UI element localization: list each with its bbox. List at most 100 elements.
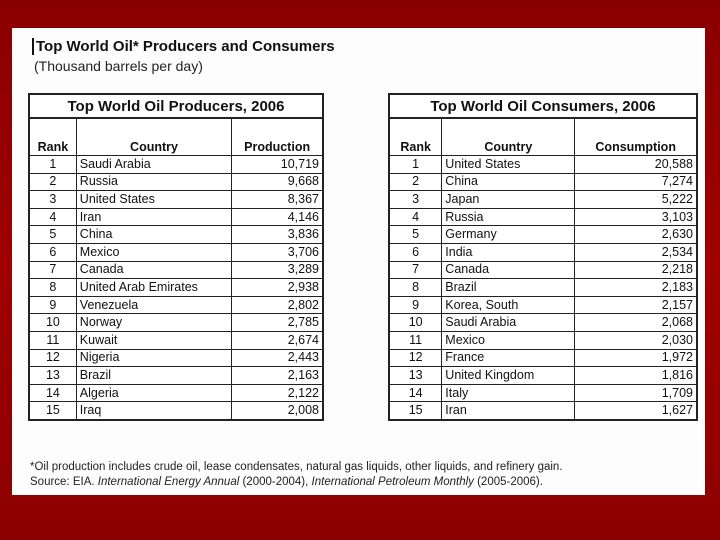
- rank-cell: 5: [388, 225, 443, 244]
- value-cell: 10,719: [231, 155, 324, 174]
- country-cell: Canada: [75, 260, 233, 280]
- value-cell: 2,443: [231, 348, 324, 368]
- country-cell: Germany: [441, 225, 576, 244]
- title: Top World Oil* Producers and Consumers: [32, 38, 335, 55]
- table-row: 7 Canada 2,218: [388, 260, 698, 280]
- value-cell: 3,289: [231, 260, 324, 280]
- country-cell: United States: [441, 155, 576, 174]
- value-cell: 9,668: [231, 172, 324, 192]
- rank-cell: 14: [28, 383, 77, 403]
- country-cell: Russia: [441, 207, 576, 227]
- country-cell: Brazil: [441, 278, 576, 297]
- table-row: 4 Russia 3,103: [388, 207, 698, 227]
- rank-cell: 11: [28, 330, 77, 350]
- value-cell: 2,785: [231, 313, 324, 332]
- rank-cell: 13: [28, 366, 77, 385]
- title-row: Top World Oil Producers, 2006: [28, 93, 324, 119]
- country-cell: China: [441, 172, 576, 192]
- table-row: 9 Venezuela 2,802: [28, 295, 324, 315]
- table-row: 7 Canada 3,289: [28, 260, 324, 280]
- rank-cell: 4: [28, 207, 77, 227]
- footnote: *Oil production includes crude oil, leas…: [30, 460, 563, 490]
- country-cell: Saudi Arabia: [441, 313, 576, 332]
- country-cell: Iraq: [75, 401, 233, 421]
- consumers-table: Top World Oil Consumers, 2006 Rank Country…: [388, 93, 698, 421]
- source-part: (2000-2004),: [239, 476, 312, 488]
- rank-cell: 7: [388, 260, 443, 280]
- rank-cell: 5: [28, 225, 77, 244]
- value-cell: 2,157: [574, 295, 698, 315]
- country-cell: Algeria: [75, 383, 233, 403]
- rank-cell: 4: [388, 207, 443, 227]
- value-cell: 2,122: [231, 383, 324, 403]
- rank-cell: 6: [28, 242, 77, 262]
- table-row: 8 United Arab Emirates 2,938: [28, 278, 324, 297]
- column-header: Country: [441, 117, 576, 156]
- source-part: International Petroleum Monthly: [311, 476, 474, 488]
- value-cell: 1,709: [574, 383, 698, 403]
- table-row: 2 Russia 9,668: [28, 172, 324, 192]
- source-part: (2005-2006).: [473, 476, 543, 488]
- value-cell: 2,183: [574, 278, 698, 297]
- value-cell: 3,103: [574, 207, 698, 227]
- table-title: Top World Oil Producers, 2006: [28, 93, 324, 119]
- column-header: Rank: [388, 117, 443, 156]
- table-row: 10 Norway 2,785: [28, 313, 324, 332]
- value-cell: 8,367: [231, 190, 324, 209]
- country-cell: Venezuela: [75, 295, 233, 315]
- table-row: 14 Algeria 2,122: [28, 383, 324, 403]
- table-row: 10 Saudi Arabia 2,068: [388, 313, 698, 332]
- rank-cell: 12: [388, 348, 443, 368]
- value-cell: 2,802: [231, 295, 324, 315]
- producers-table: Top World Oil Producers, 2006 Rank Country…: [28, 93, 324, 421]
- rank-cell: 8: [388, 278, 443, 297]
- value-cell: 20,588: [574, 155, 698, 174]
- country-cell: Iran: [75, 207, 233, 227]
- country-cell: Mexico: [441, 330, 576, 350]
- country-cell: India: [441, 242, 576, 262]
- value-cell: 2,008: [231, 401, 324, 421]
- country-cell: Kuwait: [75, 330, 233, 350]
- country-cell: Canada: [441, 260, 576, 280]
- rank-cell: 10: [28, 313, 77, 332]
- value-cell: 1,972: [574, 348, 698, 368]
- table-row: 1 Saudi Arabia 10,719: [28, 155, 324, 174]
- table-row: 13 United Kingdom 1,816: [388, 366, 698, 385]
- table-row: 13 Brazil 2,163: [28, 366, 324, 385]
- footnote-note: *Oil production includes crude oil, leas…: [30, 461, 563, 473]
- table-row: 3 United States 8,367: [28, 190, 324, 209]
- table-row: 15 Iran 1,627: [388, 401, 698, 421]
- table-row: 14 Italy 1,709: [388, 383, 698, 403]
- table-row: 11 Mexico 2,030: [388, 330, 698, 350]
- country-cell: United States: [75, 190, 233, 209]
- rank-cell: 3: [28, 190, 77, 209]
- rank-cell: 6: [388, 242, 443, 262]
- table-row: 5 China 3,836: [28, 225, 324, 244]
- table-row: 3 Japan 5,222: [388, 190, 698, 209]
- country-cell: Iran: [441, 401, 576, 421]
- table-row: 12 Nigeria 2,443: [28, 348, 324, 368]
- table-row: 9 Korea, South 2,157: [388, 295, 698, 315]
- value-cell: 7,274: [574, 172, 698, 192]
- table-row: 15 Iraq 2,008: [28, 401, 324, 421]
- country-cell: Nigeria: [75, 348, 233, 368]
- country-cell: France: [441, 348, 576, 368]
- country-cell: Saudi Arabia: [75, 155, 233, 174]
- table-row: 5 Germany 2,630: [388, 225, 698, 244]
- country-cell: Brazil: [75, 366, 233, 385]
- table-row: 2 China 7,274: [388, 172, 698, 192]
- country-cell: United Arab Emirates: [75, 278, 233, 297]
- rank-cell: 8: [28, 278, 77, 297]
- rank-cell: 10: [388, 313, 443, 332]
- table-row: 6 India 2,534: [388, 242, 698, 262]
- country-cell: Norway: [75, 313, 233, 332]
- value-cell: 2,030: [574, 330, 698, 350]
- column-header: Rank: [28, 117, 77, 156]
- rank-cell: 1: [28, 155, 77, 174]
- title-row: Top World Oil Consumers, 2006: [388, 93, 698, 119]
- country-cell: Japan: [441, 190, 576, 209]
- value-cell: 2,938: [231, 278, 324, 297]
- column-header: Country: [75, 117, 233, 156]
- country-cell: Korea, South: [441, 295, 576, 315]
